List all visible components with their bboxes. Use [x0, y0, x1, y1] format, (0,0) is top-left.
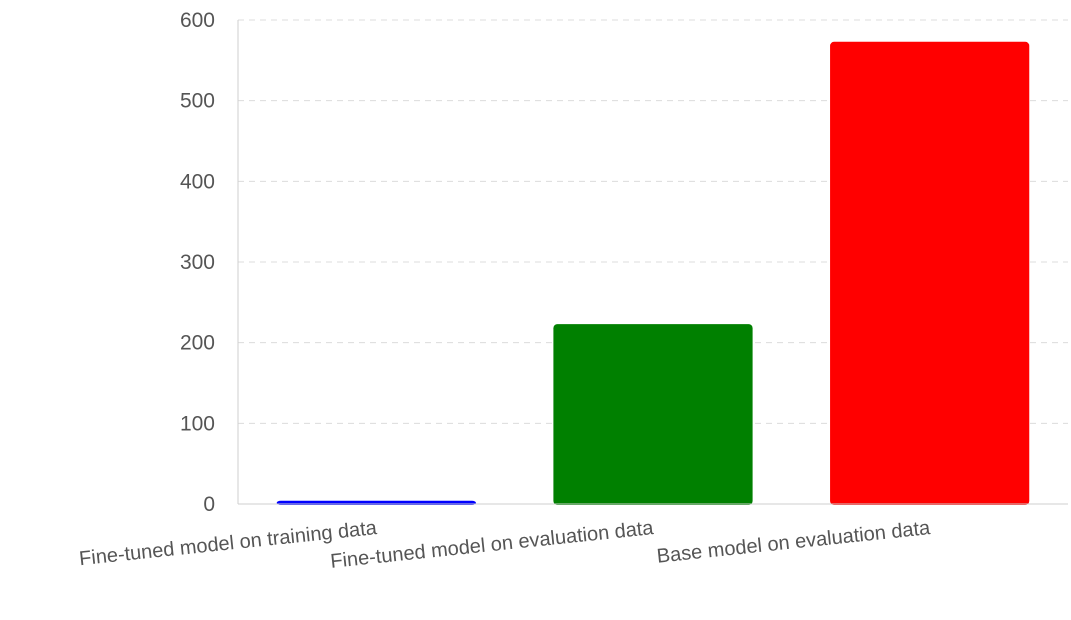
bars: [276, 41, 1030, 505]
y-tick-label: 200: [180, 332, 215, 355]
y-tick-label: 400: [180, 170, 215, 193]
y-tick-label: 100: [180, 412, 215, 435]
x-axis-category-labels: Fine-tuned model on training dataFine-tu…: [78, 517, 932, 573]
x-category-label: Base model on evaluation data: [656, 517, 932, 568]
y-tick-label: 0: [203, 493, 215, 516]
y-tick-label: 500: [180, 90, 215, 113]
bar-3: [830, 41, 1030, 505]
y-axis-ticks: 0 100 200 300 400 500 600: [180, 9, 215, 516]
y-tick-label: 600: [180, 9, 215, 32]
y-tick-label: 300: [180, 251, 215, 274]
x-category-label: Fine-tuned model on evaluation data: [329, 517, 655, 573]
bar-2: [553, 324, 753, 505]
